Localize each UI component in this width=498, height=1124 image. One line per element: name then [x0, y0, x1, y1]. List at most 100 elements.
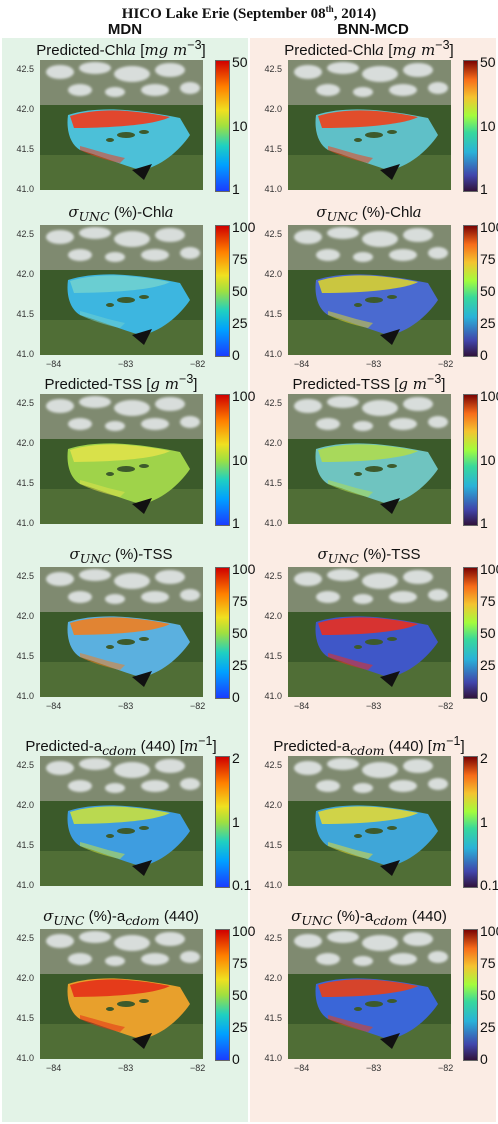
- colorbar-tick-label: 1: [480, 515, 488, 531]
- colorbar: [215, 567, 230, 699]
- colorbar-tick-label: 50: [480, 625, 496, 641]
- y-tick-label: 42.5: [264, 760, 282, 770]
- panel-bnn-row4: σUNC (%)-TSS 42.5 42.0 41.5 41.0 −84 −83 −82 10…: [250, 545, 498, 727]
- colorbar-tick-label: 2: [232, 750, 240, 766]
- y-tick-label: 42.0: [264, 269, 282, 279]
- colorbar: [463, 756, 478, 888]
- colorbar-tick-label: 1: [232, 181, 240, 197]
- y-tick-label: 41.0: [264, 691, 282, 701]
- map-image: [40, 756, 203, 886]
- colorbar-tick-label: 50: [232, 54, 248, 70]
- x-tick-label: −84: [294, 1063, 310, 1073]
- panel-bnn-row1: Predicted-Chla [mg m−3] 42.5 42.0 41.5 41.0 …: [250, 38, 496, 220]
- y-tick-label: 42.5: [16, 398, 34, 408]
- map-image: [288, 929, 451, 1059]
- y-tick-label: 41.5: [264, 144, 282, 154]
- panel-title: Predicted-acdom (440) [m−1]: [25, 734, 217, 758]
- y-tick-label: 42.0: [264, 973, 282, 983]
- y-tick-label: 41.5: [16, 840, 34, 850]
- panel-bnn-row3: Predicted-TSS [g m−3] 42.5 42.0 41.5 41.0 10…: [250, 372, 498, 554]
- panel-title: σUNC (%)-TSS: [69, 545, 173, 566]
- satellite-map: [288, 929, 451, 1059]
- figure-title: HICO Lake Erie (September 08th, 2014): [121, 4, 377, 22]
- y-tick-label: 41.0: [264, 1053, 282, 1063]
- panel-title: Predicted-acdom (440) [m−1]: [273, 734, 465, 758]
- colorbar-tick-label: 75: [480, 251, 496, 267]
- colorbar-tick-label: 50: [480, 54, 496, 70]
- x-tick-label: −84: [46, 1063, 62, 1073]
- y-tick-label: 42.0: [16, 438, 34, 448]
- map-image: [40, 929, 203, 1059]
- y-tick-label: 41.0: [16, 1053, 34, 1063]
- colorbar-tick-label: 50: [232, 625, 248, 641]
- colorbar-tick-label: 100: [232, 923, 256, 939]
- x-tick-label: −83: [366, 701, 382, 711]
- y-tick-label: 42.5: [16, 229, 34, 239]
- y-tick-label: 42.0: [16, 104, 34, 114]
- colorbar-tick-label: 25: [232, 657, 248, 673]
- panel-title: Predicted-TSS [g m−3]: [292, 372, 446, 393]
- colorbar: [215, 225, 230, 357]
- x-tick-label: −83: [118, 1063, 134, 1073]
- colorbar-tick-label: 10: [232, 452, 248, 468]
- map-image: [288, 394, 451, 524]
- panel-title: σUNC (%)-acdom (440): [43, 907, 199, 928]
- colorbar-tick-label: 50: [232, 283, 248, 299]
- y-tick-label: 41.5: [264, 478, 282, 488]
- satellite-map: [288, 756, 451, 886]
- map-image: [288, 756, 451, 886]
- x-tick-label: −82: [190, 359, 206, 369]
- colorbar-tick-label: 25: [480, 1019, 496, 1035]
- colorbar-tick-label: 75: [480, 593, 496, 609]
- y-tick-label: 42.5: [264, 571, 282, 581]
- satellite-map: [40, 225, 203, 355]
- y-tick-label: 42.0: [16, 269, 34, 279]
- colorbar: [463, 394, 478, 526]
- colorbar-tick-label: 100: [232, 388, 256, 404]
- x-tick-label: −82: [438, 1063, 454, 1073]
- x-tick-label: −82: [438, 359, 454, 369]
- y-tick-label: 42.5: [16, 64, 34, 74]
- y-tick-label: 42.0: [16, 611, 34, 621]
- colorbar-tick-label: 1: [480, 814, 488, 830]
- x-tick-label: −82: [190, 1063, 206, 1073]
- y-tick-label: 42.5: [264, 229, 282, 239]
- x-tick-label: −84: [46, 359, 62, 369]
- y-tick-label: 41.0: [264, 880, 282, 890]
- x-tick-label: −84: [294, 701, 310, 711]
- colorbar-tick-label: 100: [480, 219, 498, 235]
- colorbar-tick-label: 0: [480, 347, 488, 363]
- y-tick-label: 41.5: [264, 840, 282, 850]
- y-tick-label: 41.0: [16, 518, 34, 528]
- colorbar: [463, 567, 478, 699]
- colorbar: [463, 929, 478, 1061]
- panel-mdn-row4: σUNC (%)-TSS 42.5 42.0 41.5 41.0 −84 −83 −82 10…: [2, 545, 255, 727]
- colorbar-tick-label: 75: [480, 955, 496, 971]
- colorbar-tick-label: 100: [480, 561, 498, 577]
- y-tick-label: 42.0: [16, 973, 34, 983]
- colorbar: [463, 225, 478, 357]
- x-tick-label: −83: [366, 359, 382, 369]
- column-header-bnn-mcd: BNN-MCD: [337, 21, 409, 38]
- y-tick-label: 42.5: [16, 571, 34, 581]
- colorbar-tick-label: 0.1: [480, 877, 498, 893]
- colorbar-tick-label: 100: [480, 923, 498, 939]
- panel-mdn-row2: σUNC (%)-Chla 42.5 42.0 41.5 41.0 −84 −83 −82 1…: [2, 203, 255, 385]
- colorbar-tick-label: 0: [480, 1051, 488, 1067]
- y-tick-label: 41.5: [16, 478, 34, 488]
- satellite-map: [288, 225, 451, 355]
- colorbar: [215, 394, 230, 526]
- panel-bnn-row2: σUNC (%)-Chla 42.5 42.0 41.5 41.0 −84 −83 −82 1…: [250, 203, 498, 385]
- satellite-map: [40, 567, 203, 697]
- satellite-map: [288, 567, 451, 697]
- y-tick-label: 42.0: [16, 800, 34, 810]
- y-tick-label: 42.5: [16, 933, 34, 943]
- x-tick-label: −84: [294, 359, 310, 369]
- panel-mdn-row3: Predicted-TSS [g m−3] 42.5 42.0 41.5 41.0 10…: [2, 372, 255, 554]
- panel-title: Predicted-TSS [g m−3]: [44, 372, 198, 393]
- satellite-map: [288, 60, 451, 190]
- x-tick-label: −82: [190, 701, 206, 711]
- colorbar-tick-label: 100: [480, 388, 498, 404]
- y-tick-label: 42.5: [264, 933, 282, 943]
- y-tick-label: 42.0: [264, 438, 282, 448]
